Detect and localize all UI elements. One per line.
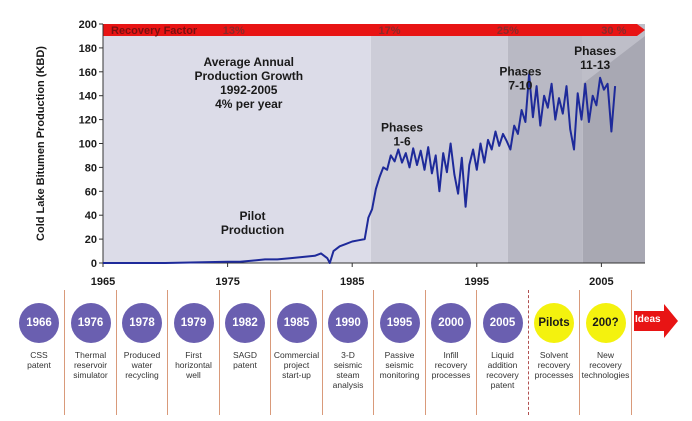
annotation-line: 11-13 [580,58,610,72]
y-tick-label: 200 [79,19,97,31]
recovery-factor-value: 25% [497,25,519,37]
y-axis-label: Cold Lake Bitumen Production (KBD) [35,46,47,241]
recovery-factor-value: 30 % [601,25,626,37]
annotation-line: Production [221,223,284,237]
background-highlight [582,24,645,84]
y-tick-label: 80 [85,162,97,174]
timeline-item: 1966 CSS patent [14,290,65,415]
annotation-line: 1-6 [393,135,411,149]
timeline-year-badge: 1966 [19,303,59,343]
y-tick-label: 60 [85,186,97,198]
timeline-year-badge: 1982 [225,303,265,343]
annotation-line: Phases [381,121,423,135]
annotation-line: Average Annual [204,55,294,69]
timeline-item: 1982 SAGD patent [220,290,271,415]
y-tick-label: 120 [79,115,97,127]
chart-annotation: Pilot Production [221,209,284,237]
timeline-item: 1976 Thermal reservoir simulator [66,290,117,415]
timeline-year-badge: 2000 [431,303,471,343]
x-tick-label: 2005 [589,276,613,288]
timeline-item: 1985 Commercial project start-up [272,290,323,415]
background-band [103,24,371,263]
timeline-description: Passive seismic monitoring [379,350,420,380]
timeline-year-badge: 200? [585,303,626,343]
timeline-description: Infill recovery processes [431,350,471,380]
timeline-year-badge: 1976 [70,303,111,343]
timeline-item: 1990 3-D seismic steam analysis [323,290,374,415]
recovery-factor-label: Recovery Factor [111,25,198,37]
annotation-line: 1992-2005 [220,83,278,97]
recovery-factor-value: 17% [379,25,401,37]
chart-annotation: Phases 1-6 [381,121,423,149]
production-chart: Recovery Factor 13% 17% 25% 30 % 0 20 40 60 80 100… [35,19,645,288]
timeline-year-badge: 1985 [276,303,317,343]
timeline-item: Pilots Solvent recovery processes [529,290,580,415]
recovery-factor-bar [103,23,645,36]
timeline-description: CSS patent [27,350,51,370]
y-tick-label: 100 [79,139,97,151]
timeline-item: 200? New recovery technologies [581,290,632,415]
timeline-description: New recovery technologies [581,350,630,380]
timeline-year-badge: 1990 [328,303,368,343]
timeline-description: SAGD patent [232,350,258,370]
timeline-description: Produced water recycling [123,350,161,380]
x-tick-label: 1975 [215,276,239,288]
timeline-year-badge: Pilots [534,303,574,343]
timeline-item: Ideas [632,290,682,415]
chart-annotation: Average Annual Production Growth 1992-2005… [194,55,303,111]
chart-annotation: Phases 11-13 [574,44,616,72]
annotation-line: 4% per year [215,97,283,111]
timeline-description: Thermal reservoir simulator [73,350,108,380]
timeline-year-badge: 2005 [482,303,523,343]
x-tick-label: 1985 [340,276,364,288]
timeline-item: 1995 Passive seismic monitoring [375,290,426,415]
x-tick-label: 1965 [91,276,115,288]
timeline-description: Commercial project start-up [273,350,320,380]
y-tick-label: 0 [91,258,97,270]
timeline-item: 1979 First horizontal well [169,290,220,415]
timeline-item: 1978 Produced water recycling [117,290,168,415]
ideas-label: Ideas [635,314,661,325]
y-tick-label: 40 [85,210,97,222]
background-band [507,24,583,263]
chart-annotation: Phases 7-10 [499,64,541,92]
ideas-arrow: Ideas [634,304,678,338]
timeline-year-badge: 1995 [379,303,420,343]
timeline-year-badge: 1978 [122,303,162,343]
annotation-line: Production Growth [194,69,303,83]
timeline-description: Solvent recovery processes [534,350,574,380]
y-tick-label: 180 [79,43,97,55]
technology-timeline: 1966 CSS patent 1976 Thermal reservoir simu… [14,290,684,415]
timeline-description: First horizontal well [175,350,212,380]
production-series-line [103,73,617,264]
timeline-year-badge: 1979 [173,303,214,343]
timeline-description: 3-D seismic steam analysis [332,350,364,390]
y-tick-label: 20 [85,234,97,246]
annotation-line: Pilot [240,209,266,223]
timeline-item: 2000 Infill recovery processes [426,290,477,415]
annotation-line: 7-10 [508,78,532,92]
annotation-line: Phases [499,64,541,78]
recovery-factor-value: 13% [223,25,245,37]
background-band [370,24,508,263]
annotation-line: Phases [574,44,616,58]
x-tick-label: 1995 [465,276,489,288]
y-tick-label: 160 [79,67,97,79]
timeline-description: Liquid addition recovery patent [486,350,519,390]
timeline-item: 2005 Liquid addition recovery patent [478,290,529,415]
arrow-icon [634,304,678,338]
y-tick-label: 140 [79,91,97,103]
